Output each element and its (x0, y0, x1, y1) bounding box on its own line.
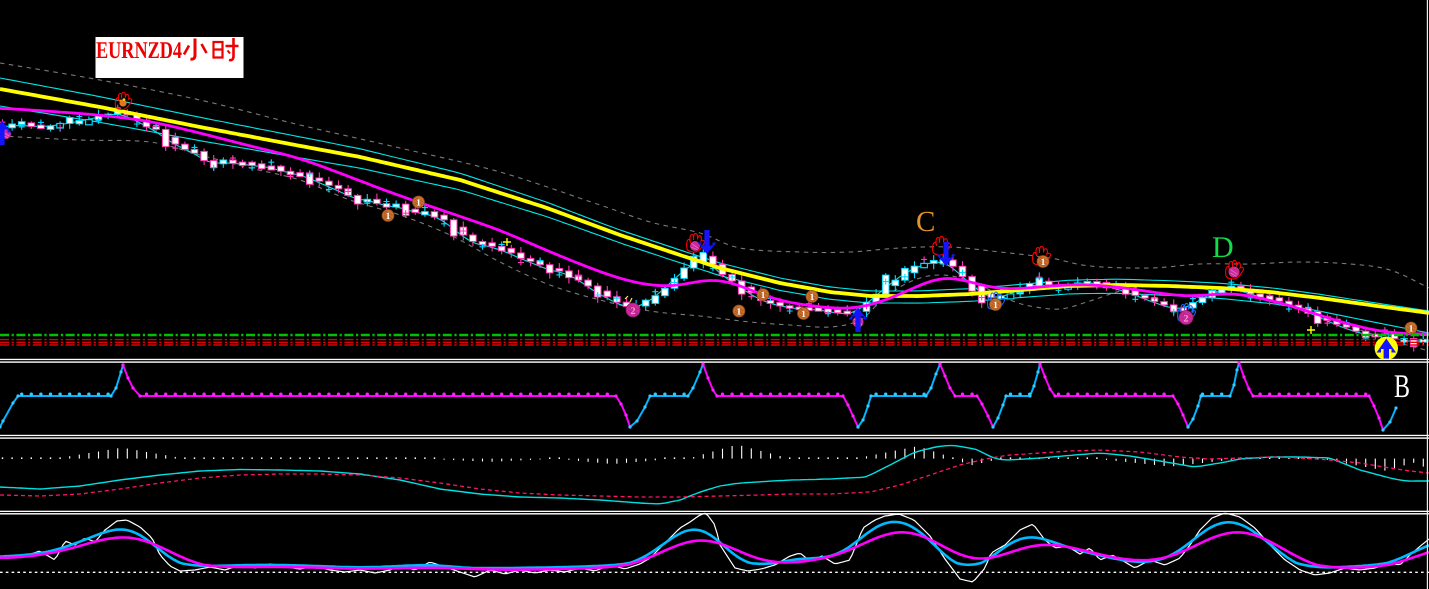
svg-text:EURNZD4: EURNZD4 (96, 38, 182, 64)
svg-text:B: B (1394, 369, 1410, 405)
svg-text:D: D (1212, 231, 1234, 264)
svg-text:C: C (916, 206, 935, 238)
